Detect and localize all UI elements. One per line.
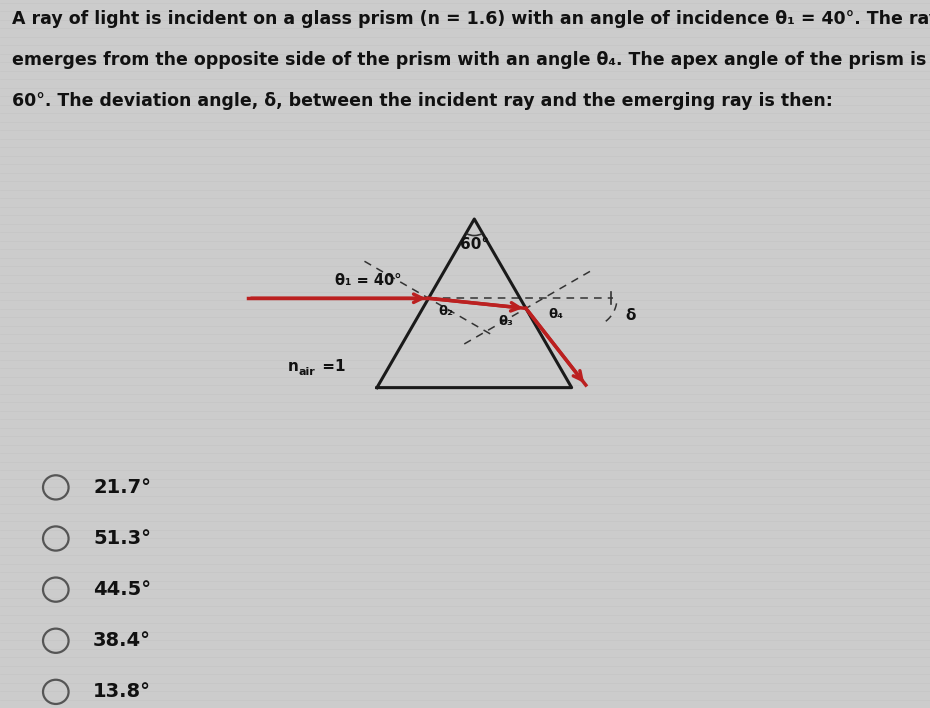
Text: n: n — [287, 359, 299, 374]
Text: =1: =1 — [316, 359, 345, 374]
Text: θ₄: θ₄ — [549, 308, 564, 321]
Text: θ₁ = 40°: θ₁ = 40° — [335, 273, 402, 287]
Text: 51.3°: 51.3° — [93, 529, 151, 548]
Text: δ: δ — [625, 308, 636, 323]
Text: air: air — [299, 367, 315, 377]
Text: A ray of light is incident on a glass prism (n = 1.6) with an angle of incidence: A ray of light is incident on a glass pr… — [12, 10, 930, 28]
Text: 60°. The deviation angle, δ, between the incident ray and the emerging ray is th: 60°. The deviation angle, δ, between the… — [12, 92, 833, 110]
Text: 38.4°: 38.4° — [93, 632, 151, 650]
Text: θ₃: θ₃ — [498, 315, 513, 328]
Text: 44.5°: 44.5° — [93, 580, 151, 599]
Text: 21.7°: 21.7° — [93, 478, 151, 497]
Text: 13.8°: 13.8° — [93, 683, 151, 702]
Text: 60°: 60° — [459, 237, 489, 252]
Text: θ₂: θ₂ — [439, 304, 454, 318]
Text: emerges from the opposite side of the prism with an angle θ₄. The apex angle of : emerges from the opposite side of the pr… — [12, 51, 926, 69]
